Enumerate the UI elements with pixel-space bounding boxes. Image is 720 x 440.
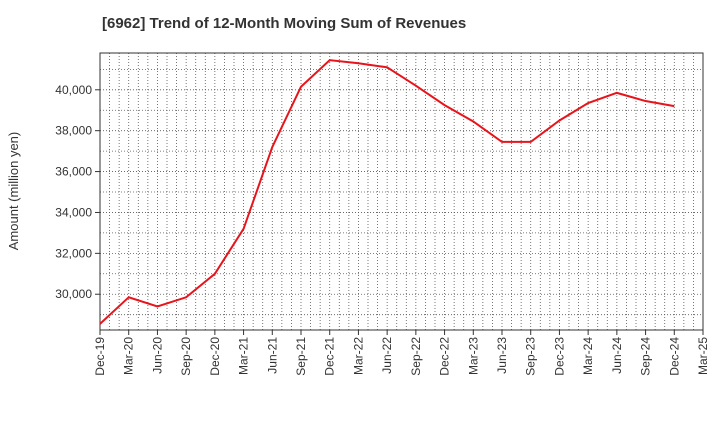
y-tick-label: 38,000 [55, 124, 92, 138]
data-point [386, 66, 388, 68]
series-line [99, 59, 675, 325]
data-point [616, 92, 618, 94]
x-tick-label: Mar-25 [696, 337, 710, 375]
x-tick-label: Mar-23 [466, 337, 480, 375]
x-tick-label: Mar-21 [237, 337, 251, 375]
x-tick-label: Sep-23 [524, 337, 538, 376]
data-point [300, 86, 302, 88]
x-tick-label: Sep-20 [179, 337, 193, 376]
y-tick-label: 34,000 [55, 205, 92, 219]
x-tick-label: Jun-20 [150, 337, 164, 374]
x-tick-label: Dec-21 [323, 337, 337, 376]
data-point [530, 141, 532, 143]
x-tick-label: Jun-21 [265, 337, 279, 374]
data-point [444, 104, 446, 106]
chart-title: [6962] Trend of 12-Month Moving Sum of R… [102, 15, 467, 32]
x-tick-label: Dec-24 [667, 337, 681, 376]
data-point [472, 120, 474, 122]
x-tick-label: Sep-24 [639, 337, 653, 376]
y-axis-ticks: 30,000 32,000 34,000 36,000 38,000 40,000 [55, 83, 100, 301]
x-tick-label: Jun-23 [495, 337, 509, 374]
plot-area-border [99, 52, 704, 331]
x-tick-label: Dec-19 [93, 337, 107, 376]
data-point [156, 305, 158, 307]
x-tick-label: Sep-21 [294, 337, 308, 376]
data-point [587, 102, 589, 104]
data-point [185, 296, 187, 298]
x-tick-label: Jun-24 [610, 337, 624, 374]
x-tick-label: Mar-22 [351, 337, 365, 375]
data-point [329, 59, 331, 61]
x-tick-label: Dec-20 [208, 337, 222, 376]
data-point [673, 105, 675, 107]
y-tick-label: 30,000 [55, 287, 92, 301]
x-tick-label: Mar-24 [581, 337, 595, 375]
data-point [415, 85, 417, 87]
y-tick-label: 36,000 [55, 165, 92, 179]
data-point [271, 146, 273, 148]
y-tick-label: 32,000 [55, 246, 92, 260]
data-point [99, 323, 101, 325]
x-tick-label: Dec-23 [552, 337, 566, 376]
data-point [501, 141, 503, 143]
data-point [558, 119, 560, 121]
data-point [357, 62, 359, 64]
y-tick-label: 40,000 [55, 83, 92, 97]
x-tick-label: Dec-22 [438, 337, 452, 376]
x-tick-label: Mar-20 [122, 337, 136, 375]
series-points [99, 59, 675, 325]
y-axis-label: Amount (million yen) [6, 132, 21, 251]
gridlines [100, 53, 703, 330]
data-point [128, 296, 130, 298]
data-point [214, 273, 216, 275]
x-tick-label: Sep-22 [409, 337, 423, 376]
x-axis-ticks: Dec-19 Mar-20 Jun-20 Sep-20 Dec-20 Mar-21 Jun-… [93, 330, 710, 376]
data-point [645, 100, 647, 102]
data-point [243, 228, 245, 230]
x-tick-label: Jun-22 [380, 337, 394, 374]
